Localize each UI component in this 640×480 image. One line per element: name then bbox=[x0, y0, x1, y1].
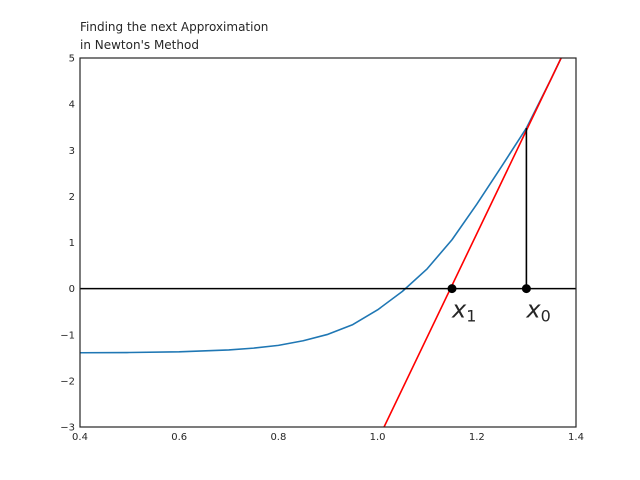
x-tick-label: 1.0 bbox=[370, 432, 386, 443]
y-tick-label: −2 bbox=[60, 376, 75, 387]
plot-frame bbox=[79, 57, 577, 428]
point-marker bbox=[521, 284, 531, 294]
y-tick-label: 3 bbox=[69, 146, 75, 157]
y-tick-label: 1 bbox=[69, 238, 75, 249]
series-tangent-line bbox=[383, 58, 562, 427]
x-tick-label: 1.4 bbox=[568, 432, 584, 443]
y-tick-label: 0 bbox=[69, 284, 75, 295]
y-tick-label: 4 bbox=[69, 100, 75, 111]
x-tick-label: 0.4 bbox=[72, 432, 88, 443]
y-tick-label: −1 bbox=[60, 330, 75, 341]
y-tick-label: 2 bbox=[69, 192, 75, 203]
point-label: x1 bbox=[451, 296, 476, 326]
series-curve bbox=[80, 58, 562, 354]
chart-title-line-2: in Newton's Method bbox=[80, 38, 199, 52]
y-tick-label: −3 bbox=[60, 423, 75, 434]
x-tick-label: 0.8 bbox=[270, 432, 286, 443]
point-marker bbox=[447, 284, 457, 294]
chart-title-line-1: Finding the next Approximation bbox=[80, 20, 268, 34]
y-tick-label: 5 bbox=[69, 54, 75, 65]
point-label: x0 bbox=[525, 296, 550, 326]
x-tick-label: 1.2 bbox=[469, 432, 485, 443]
plot-clip-group bbox=[80, 58, 576, 427]
x-tick-label: 0.6 bbox=[171, 432, 187, 443]
